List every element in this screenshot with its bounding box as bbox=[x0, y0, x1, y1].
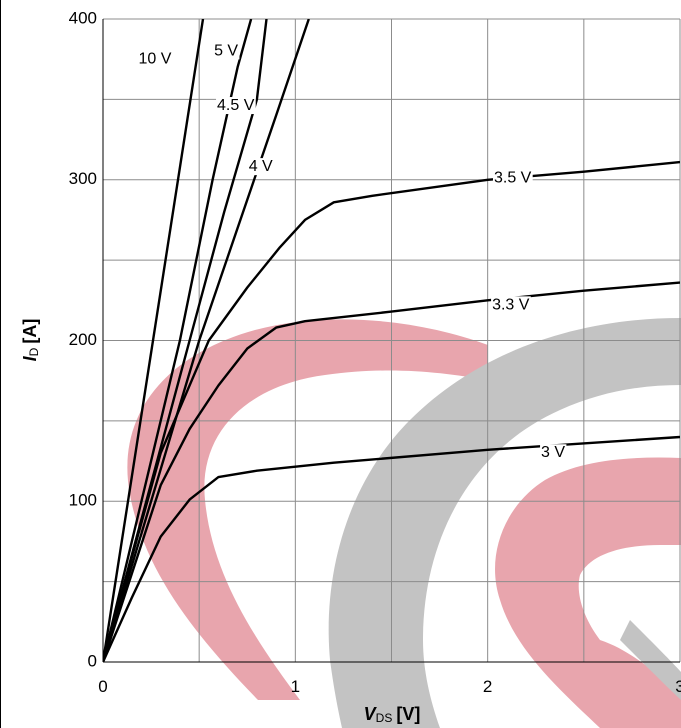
curve-label-3v: 3 V bbox=[541, 444, 565, 461]
y-axis-label-symbol: I bbox=[20, 355, 40, 361]
x-tick-label: 1 bbox=[291, 677, 300, 696]
y-tick-label: 200 bbox=[69, 330, 97, 349]
curve-label-4p5v: 4.5 V bbox=[217, 97, 255, 114]
curve-labels: 10 V 5 V 4.5 V 4 V 3.5 V 3.3 V 3 V bbox=[137, 42, 567, 462]
curve-label-bg bbox=[491, 296, 531, 314]
curve-4p5v bbox=[103, 19, 268, 662]
curve-label-bg bbox=[540, 444, 567, 462]
y-axis-label-subscript: D bbox=[27, 347, 41, 356]
x-axis-label-subscript: DS bbox=[376, 711, 393, 725]
y-axis-label: ID [A] bbox=[20, 319, 41, 362]
curve-label-bg bbox=[492, 169, 533, 187]
watermark-red-hook bbox=[495, 457, 681, 728]
curve-label-bg bbox=[216, 97, 256, 115]
curve-label-3p3v: 3.3 V bbox=[492, 296, 530, 313]
y-tick-label: 300 bbox=[69, 169, 97, 188]
watermark-red-arc bbox=[127, 319, 488, 700]
curve-5v bbox=[103, 19, 253, 662]
watermark-logo bbox=[127, 318, 681, 728]
curve-label-4v: 4 V bbox=[249, 158, 273, 175]
curve-10v bbox=[103, 19, 205, 662]
x-tick-label: 3 bbox=[675, 677, 681, 696]
curve-label-bg bbox=[137, 50, 173, 68]
x-axis-label-symbol: V bbox=[364, 704, 378, 724]
curve-label-10v: 10 V bbox=[138, 50, 171, 67]
curve-label-bg bbox=[213, 42, 240, 60]
y-tick-label: 400 bbox=[69, 8, 97, 27]
x-axis-label: VDS [V] bbox=[364, 704, 421, 725]
y-tick-label: 100 bbox=[69, 491, 97, 510]
curve-label-bg bbox=[247, 158, 275, 176]
watermark-gray-tail bbox=[620, 620, 681, 700]
tick-labels: 0 100 200 300 400 0 1 2 3 bbox=[69, 8, 681, 696]
x-axis-label-unit: [V] bbox=[396, 704, 420, 724]
curve-label-3p5v: 3.5 V bbox=[494, 169, 532, 186]
curve-3v bbox=[103, 435, 680, 662]
curve-label-5v: 5 V bbox=[214, 42, 238, 59]
x-tick-label: 0 bbox=[98, 677, 107, 696]
x-tick-label: 2 bbox=[483, 677, 492, 696]
y-axis-label-unit: [A] bbox=[20, 319, 40, 344]
curve-4v bbox=[103, 19, 310, 662]
y-tick-label: 0 bbox=[88, 651, 97, 670]
